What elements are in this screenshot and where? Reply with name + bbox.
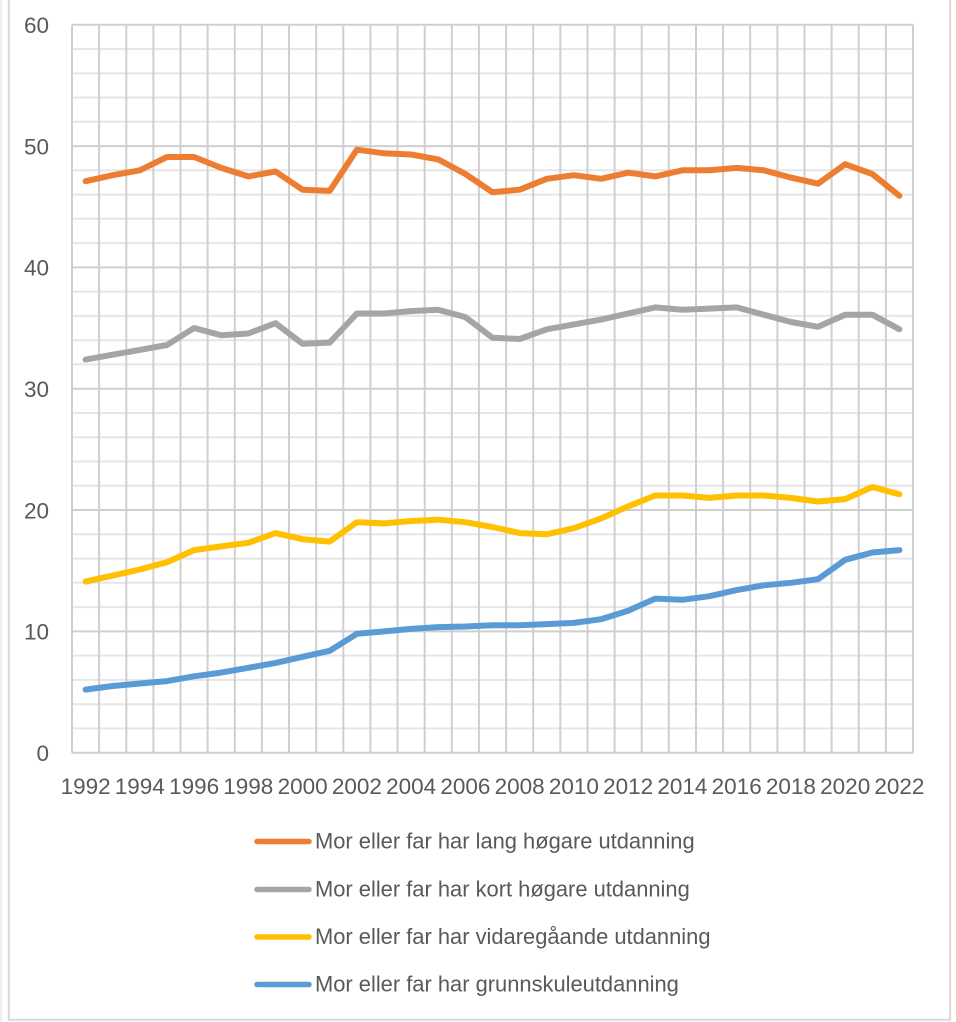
- svg-text:2006: 2006: [440, 774, 490, 799]
- svg-text:2000: 2000: [278, 774, 328, 799]
- svg-text:2022: 2022: [874, 774, 924, 799]
- svg-text:2012: 2012: [603, 774, 653, 799]
- svg-text:2020: 2020: [820, 774, 870, 799]
- svg-text:30: 30: [24, 377, 49, 402]
- svg-text:2016: 2016: [712, 774, 762, 799]
- svg-text:1996: 1996: [169, 774, 219, 799]
- svg-text:2014: 2014: [657, 774, 707, 799]
- svg-text:2004: 2004: [386, 774, 436, 799]
- svg-text:1998: 1998: [223, 774, 273, 799]
- svg-text:1994: 1994: [115, 774, 165, 799]
- svg-text:20: 20: [24, 498, 49, 523]
- svg-text:50: 50: [24, 134, 49, 159]
- svg-text:Mor eller far har kort høgare: Mor eller far har kort høgare utdanning: [315, 877, 690, 902]
- svg-text:Mor eller far har vidaregåande: Mor eller far har vidaregåande utdanning: [315, 924, 711, 949]
- svg-text:2008: 2008: [495, 774, 545, 799]
- svg-text:40: 40: [24, 256, 49, 281]
- svg-text:Mor eller far har lang høgare: Mor eller far har lang høgare utdanning: [315, 829, 695, 854]
- svg-text:1992: 1992: [61, 774, 111, 799]
- svg-text:2002: 2002: [332, 774, 382, 799]
- svg-text:2018: 2018: [766, 774, 816, 799]
- svg-text:10: 10: [24, 620, 49, 645]
- svg-text:0: 0: [36, 741, 49, 766]
- svg-text:60: 60: [24, 13, 49, 38]
- svg-text:2010: 2010: [549, 774, 599, 799]
- svg-text:Mor eller far har grunnskuleut: Mor eller far har grunnskuleutdanning: [315, 972, 679, 997]
